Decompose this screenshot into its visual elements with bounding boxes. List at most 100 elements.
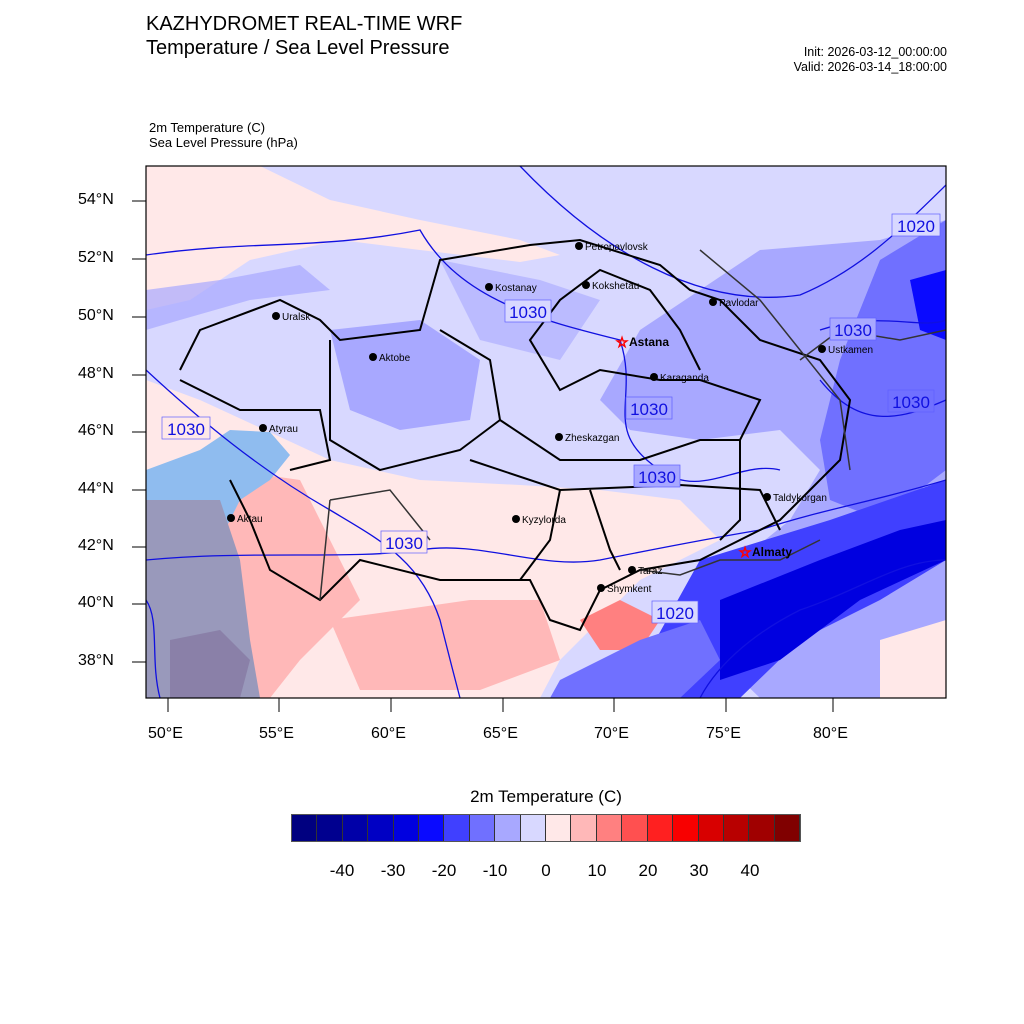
svg-text:Kostanay: Kostanay	[495, 283, 537, 294]
svg-text:Pavlodar: Pavlodar	[719, 298, 759, 309]
svg-text:Kyzylorda: Kyzylorda	[522, 515, 566, 526]
subtitle: Temperature / Sea Level Pressure	[146, 37, 450, 59]
colorbar-swatch	[622, 815, 648, 841]
svg-text:Uralsk: Uralsk	[282, 312, 311, 323]
city-kokshetau: Kokshetau	[582, 281, 639, 292]
lon-label: 55°E	[259, 725, 294, 742]
svg-text:Taldykorgan: Taldykorgan	[773, 493, 827, 504]
svg-text:Taraz: Taraz	[638, 566, 662, 577]
city-shymkent: Shymkent	[597, 584, 652, 595]
field-label-temperature: 2m Temperature (C)	[149, 120, 266, 135]
svg-text:Atyrau: Atyrau	[269, 424, 298, 435]
isobar-label: 1020	[651, 600, 699, 624]
colorbar-tick-label: 40	[740, 861, 760, 880]
city-almaty: ☆ Almaty	[738, 544, 792, 561]
isobar-label: 1030	[380, 530, 428, 554]
colorbar-swatch	[647, 815, 674, 841]
colorbar-swatch	[495, 815, 521, 841]
colorbar-tick-label: -30	[380, 861, 406, 880]
isobar-label: 1020	[891, 213, 941, 237]
main-title: KAZHYDROMET REAL-TIME WRF	[146, 13, 463, 35]
colorbar-swatch	[292, 815, 318, 841]
svg-text:Zheskazgan: Zheskazgan	[565, 433, 619, 444]
colorbar-swatch	[419, 815, 445, 841]
colorbar-swatch	[673, 815, 699, 841]
colorbar-tick-label: -40	[329, 861, 355, 880]
colorbar	[291, 814, 801, 842]
field-label-pressure: Sea Level Pressure (hPa)	[149, 135, 298, 150]
lat-label: 44°N	[78, 480, 114, 497]
lat-label: 54°N	[78, 191, 114, 208]
valid-time: Valid: 2026-03-14_18:00:00	[793, 60, 947, 74]
isobar-labels: 1020 1030 1030 1030 1030 1030 1030 1030 …	[161, 213, 941, 624]
svg-text:1030: 1030	[892, 393, 930, 412]
colorbar-swatch	[368, 815, 394, 841]
svg-text:Ustkamen: Ustkamen	[828, 345, 873, 356]
city-kyzylorda: Kyzylorda	[512, 515, 566, 526]
colorbar-swatch	[342, 815, 369, 841]
region-borders	[179, 238, 852, 632]
svg-text:Almaty: Almaty	[752, 545, 792, 559]
lon-label: 70°E	[594, 725, 629, 742]
svg-text:1030: 1030	[834, 321, 872, 340]
isobar-label: 1030	[625, 396, 673, 420]
isobar-label: 1030	[829, 317, 877, 341]
colorbar-swatch	[546, 815, 572, 841]
colorbar-tick-label: 10	[587, 861, 607, 880]
lat-label: 48°N	[78, 365, 114, 382]
svg-text:Aktobe: Aktobe	[379, 353, 411, 364]
colorbar-swatch	[749, 815, 775, 841]
temperature-field	[146, 166, 946, 698]
lon-label: 65°E	[483, 725, 518, 742]
colorbar-swatch	[774, 815, 801, 841]
lat-label: 52°N	[78, 249, 114, 266]
colorbar-swatch	[698, 815, 724, 841]
capital-star-icon: ☆	[616, 334, 629, 350]
lat-label: 42°N	[78, 537, 114, 554]
city-astana: ☆ Astana	[615, 334, 669, 351]
city-petropavlovsk: Petropavlovsk	[575, 242, 649, 253]
colorbar-tick-label: 30	[689, 861, 709, 880]
isobar-label: 1030	[887, 389, 935, 413]
city-atyrau: Atyrau	[259, 424, 298, 435]
city-ustkamen: Ustkamen	[818, 345, 873, 356]
colorbar-swatch	[444, 815, 470, 841]
colorbar-tick-label: -20	[431, 861, 457, 880]
city-taraz: Taraz	[628, 566, 662, 577]
city-kostanay: Kostanay	[485, 283, 537, 294]
colorbar-tick-label: 0	[541, 861, 551, 880]
svg-text:Shymkent: Shymkent	[607, 584, 652, 595]
colorbar-swatch	[571, 815, 597, 841]
svg-text:Karaganda: Karaganda	[660, 373, 709, 384]
lon-label: 80°E	[813, 725, 848, 742]
colorbar-swatch	[723, 815, 750, 841]
svg-text:1020: 1020	[656, 604, 694, 623]
lon-label: 75°E	[706, 725, 741, 742]
lat-label: 38°N	[78, 652, 114, 669]
city-taldykorgan: Taldykorgan	[763, 493, 827, 504]
city-uralsk: Uralsk	[272, 312, 311, 323]
isobar-label: 1030	[161, 416, 211, 440]
colorbar-tick-label: -10	[482, 861, 508, 880]
lon-label: 60°E	[371, 725, 406, 742]
city-markers: Petropavlovsk Kostanay Kokshetau Pavloda…	[227, 242, 873, 595]
svg-text:1030: 1030	[630, 400, 668, 419]
city-pavlodar: Pavlodar	[709, 298, 759, 309]
isobar-label: 1030	[633, 464, 681, 488]
lon-label: 50°E	[148, 725, 183, 742]
lat-label: 46°N	[78, 422, 114, 439]
svg-text:Kokshetau: Kokshetau	[592, 281, 639, 292]
svg-text:1020: 1020	[897, 217, 935, 236]
svg-text:1030: 1030	[638, 468, 676, 487]
svg-text:1030: 1030	[509, 303, 547, 322]
colorbar-swatch	[520, 815, 547, 841]
svg-text:Petropavlovsk: Petropavlovsk	[585, 242, 649, 253]
colorbar-swatch	[469, 815, 496, 841]
capital-star-icon: ☆	[739, 544, 752, 560]
colorbar-swatch	[596, 815, 623, 841]
city-aktobe: Aktobe	[369, 353, 411, 364]
city-zheskazgan: Zheskazgan	[555, 433, 619, 444]
colorbar-swatch	[393, 815, 420, 841]
